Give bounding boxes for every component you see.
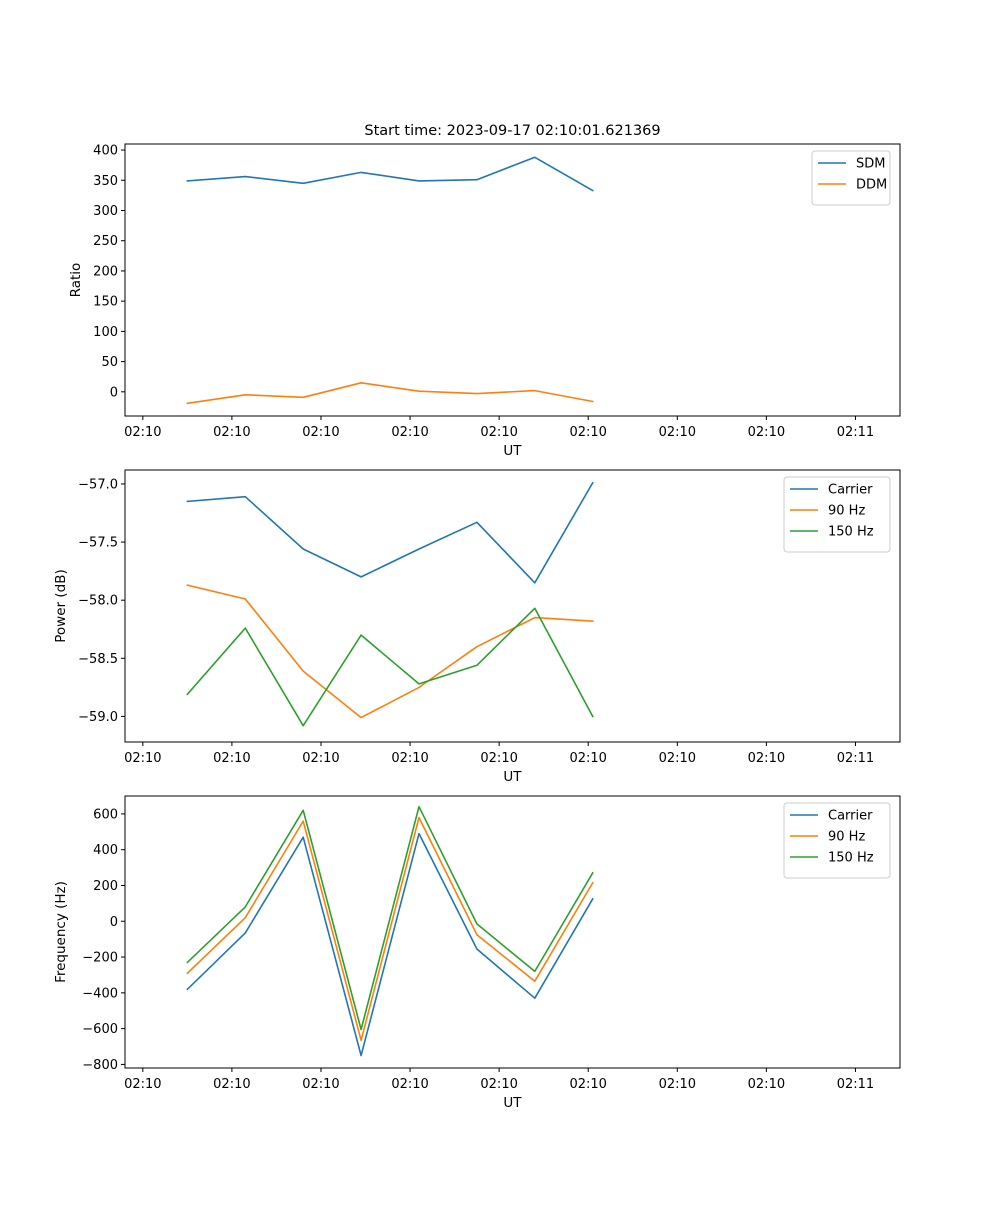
x-axis-label: UT (503, 769, 522, 785)
x-tick-label: 02:10 (302, 751, 339, 766)
y-tick-label: 300 (93, 204, 118, 219)
x-tick-label: 02:10 (480, 1077, 517, 1092)
y-tick-label: −57.0 (78, 477, 118, 492)
x-tick-label: 02:10 (569, 425, 606, 440)
legend-label: 90 Hz (828, 830, 865, 845)
x-axis-label: UT (503, 443, 522, 459)
x-tick-label: 02:10 (302, 1077, 339, 1092)
x-tick-label: 02:10 (302, 425, 339, 440)
legend: Carrier 90 Hz 150 Hz (783, 476, 891, 553)
x-tick-label: 02:10 (480, 751, 517, 766)
y-tick-label: −600 (82, 1022, 118, 1037)
series-line-90-hz (186, 584, 594, 719)
x-axis-label: UT (503, 1095, 522, 1111)
x-tick-label: 02:11 (837, 1077, 874, 1092)
series-line-sdm (186, 156, 594, 192)
axes-frame (124, 143, 901, 417)
x-tick-label: 02:10 (391, 425, 428, 440)
legend-label: Carrier (828, 483, 873, 498)
y-tick-label: −400 (82, 986, 118, 1001)
x-tick-label: 02:10 (659, 425, 696, 440)
y-tick-label: 150 (93, 295, 118, 310)
x-tick-label: 02:10 (480, 425, 517, 440)
axes-frame (124, 795, 901, 1069)
y-tick-label: −57.5 (78, 536, 118, 551)
x-tick-label: 02:10 (391, 751, 428, 766)
subplot-1: Start time: 2023-09-17 02:10:01.621369 0 5… (68, 123, 901, 459)
y-tick-label: 0 (110, 385, 118, 400)
subplot-2: −59.0 −58.5 −58.0 −57.5 −57.0 02:10 02:10 02:10… (53, 469, 901, 785)
series-line-90-hz (186, 816, 594, 1042)
legend-label: DDM (856, 178, 887, 193)
x-tick-label: 02:10 (659, 751, 696, 766)
subplot-3: −800 −600 −400 −200 0 200 400 600 02:10 02:10 02:1… (53, 795, 901, 1111)
y-tick-label: 200 (93, 264, 118, 279)
legend-label: 150 Hz (828, 851, 874, 866)
series-line-150-hz (186, 607, 594, 727)
legend-box (811, 150, 891, 206)
x-tick-label: 02:10 (659, 1077, 696, 1092)
y-tick-label: 350 (93, 174, 118, 189)
chart-title: Start time: 2023-09-17 02:10:01.621369 (364, 123, 660, 139)
x-tick-label: 02:10 (569, 1077, 606, 1092)
y-tick-label: 100 (93, 325, 118, 340)
legend-label: 90 Hz (828, 504, 865, 519)
y-tick-label: 0 (110, 915, 118, 930)
x-tick-label: 02:11 (837, 425, 874, 440)
x-tick-label: 02:10 (124, 751, 161, 766)
y-axis-label: Power (dB) (53, 569, 69, 642)
legend-label: SDM (856, 157, 885, 172)
x-tick-label: 02:10 (569, 751, 606, 766)
x-tick-label: 02:10 (124, 1077, 161, 1092)
y-tick-label: −800 (82, 1058, 118, 1073)
legend-label: Carrier (828, 809, 873, 824)
x-tick-label: 02:10 (213, 1077, 250, 1092)
y-tick-label: 600 (93, 807, 118, 822)
y-tick-label: −58.0 (78, 594, 118, 609)
legend: SDM DDM (811, 150, 891, 206)
legend-label: 150 Hz (828, 525, 874, 540)
y-tick-label: 250 (93, 234, 118, 249)
x-tick-label: 02:10 (213, 425, 250, 440)
series-line-ddm (186, 381, 594, 405)
legend: Carrier 90 Hz 150 Hz (783, 802, 891, 879)
x-tick-label: 02:11 (837, 751, 874, 766)
x-tick-label: 02:10 (213, 751, 250, 766)
legend-box (783, 476, 891, 553)
x-tick-label: 02:10 (124, 425, 161, 440)
axes-frame (124, 469, 901, 743)
y-tick-label: 50 (101, 355, 118, 370)
series-line-carrier (186, 481, 594, 584)
y-tick-label: 400 (93, 843, 118, 858)
y-axis-label: Ratio (68, 263, 84, 298)
x-tick-label: 02:10 (748, 425, 785, 440)
x-tick-label: 02:10 (748, 751, 785, 766)
y-tick-label: −58.5 (78, 652, 118, 667)
y-axis-label: Frequency (Hz) (53, 881, 69, 983)
x-tick-label: 02:10 (748, 1077, 785, 1092)
legend-box (783, 802, 891, 879)
y-tick-label: −200 (82, 951, 118, 966)
x-tick-label: 02:10 (391, 1077, 428, 1092)
series-line-carrier (186, 832, 594, 1057)
y-tick-label: −59.0 (78, 710, 118, 725)
y-tick-label: 400 (93, 144, 118, 159)
series-line-150-hz (186, 805, 594, 1031)
y-tick-label: 200 (93, 879, 118, 894)
